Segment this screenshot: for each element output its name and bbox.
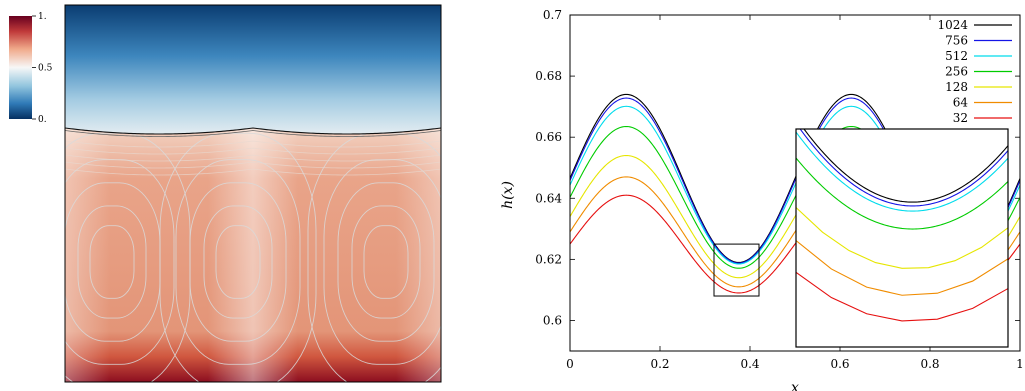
inset-line-64 — [796, 240, 1008, 296]
colorbar-ticks: 1. 0.5 0. — [32, 12, 53, 125]
x-tick-label: 1 — [1016, 357, 1024, 371]
streamline — [189, 182, 287, 342]
legend-label: 128 — [945, 80, 968, 94]
streamline — [65, 147, 441, 155]
legend-label: 756 — [945, 34, 968, 48]
inset-line-1024 — [803, 129, 1008, 203]
x-tick-label: 0 — [566, 357, 574, 371]
axis-ticks: 0 0.2 0.4 0.6 0.8 1 0.6 0.62 0.64 0.66 0.68 0.7 — [535, 8, 1024, 371]
inset-series-lines — [796, 129, 1008, 322]
line-chart: 0 0.2 0.4 0.6 0.8 1 0.6 0.62 0.64 0.66 0.68 0.7 102… — [500, 8, 1024, 391]
streamline — [65, 182, 161, 342]
y-tick-label: 0.7 — [543, 8, 562, 22]
inset-line-512 — [796, 131, 1008, 212]
y-tick-label: 0.66 — [535, 130, 562, 144]
colorbar-tick-label: 1. — [38, 12, 47, 22]
x-axis-label: x — [791, 380, 799, 391]
colorbar-gradient — [9, 16, 32, 119]
streamline — [337, 182, 435, 342]
x-tick-label: 0.8 — [920, 357, 939, 371]
y-tick-label: 0.64 — [535, 191, 562, 205]
legend-label: 512 — [945, 49, 968, 63]
streamline — [65, 154, 441, 162]
x-tick-label: 0.4 — [740, 357, 759, 371]
legend-label: 64 — [953, 96, 969, 110]
y-axis-label: h(x) — [500, 181, 516, 209]
field-frame — [64, 4, 442, 383]
interface-line — [65, 127, 441, 135]
streamline — [363, 225, 409, 299]
legend-label: 32 — [953, 111, 968, 125]
y-tick-label: 0.62 — [535, 252, 562, 266]
inset-line-32 — [796, 271, 1008, 322]
legend-label: 1024 — [937, 18, 968, 32]
inset-line-256 — [796, 157, 1008, 230]
y-tick-label: 0.68 — [535, 69, 562, 83]
streamline — [77, 205, 147, 319]
field-column-shading — [65, 128, 441, 382]
streamline — [215, 225, 261, 299]
interface-line-inner — [65, 130, 441, 137]
streamline — [351, 205, 421, 319]
x-tick-label: 0.2 — [650, 357, 669, 371]
streamline — [65, 168, 441, 176]
y-tick-label: 0.6 — [543, 313, 562, 327]
colorbar-tick-label: 0. — [38, 115, 47, 125]
streamline — [65, 161, 441, 169]
inset-line-128 — [796, 207, 1008, 269]
streamlines — [65, 132, 441, 382]
colorbar-tick-label: 0.5 — [38, 64, 53, 74]
plot-frame — [569, 14, 1021, 352]
inset — [795, 128, 1009, 348]
streamline — [65, 140, 441, 148]
colorbar: 1. 0.5 0. — [9, 12, 53, 125]
field-upper-region — [65, 5, 441, 150]
x-tick-label: 0.6 — [830, 357, 849, 371]
streamline — [203, 205, 273, 319]
streamline — [175, 159, 301, 365]
legend-label: 256 — [945, 65, 968, 79]
zoom-region-box — [713, 243, 760, 297]
inset-line-756 — [799, 129, 1008, 207]
inset-frame — [795, 128, 1009, 348]
streamline — [89, 225, 135, 299]
field-panel — [64, 4, 442, 383]
